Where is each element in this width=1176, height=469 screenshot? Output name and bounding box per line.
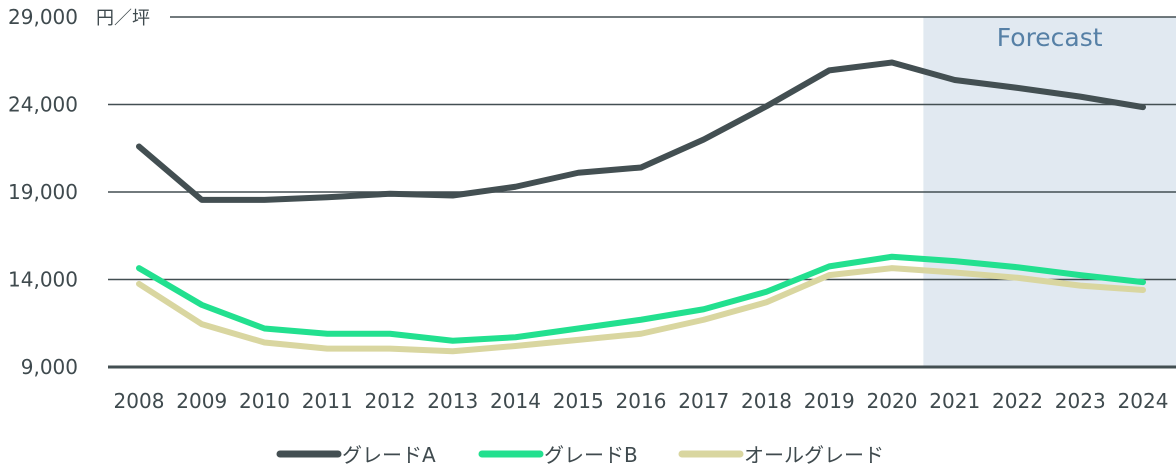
- x-tick-label: 2021: [929, 389, 980, 413]
- y-tick-label: 29,000: [8, 5, 78, 29]
- legend-label: オールグレード: [744, 443, 884, 467]
- x-tick-label: 2018: [741, 389, 792, 413]
- x-tick-label: 2019: [804, 389, 855, 413]
- legend-item: オールグレード: [678, 443, 884, 467]
- x-tick-label: 2020: [867, 389, 918, 413]
- legend-item: グレードB: [478, 443, 638, 467]
- legend-label: グレードB: [544, 443, 638, 467]
- unit-label: 円／坪: [96, 8, 150, 29]
- legend-label: グレードA: [342, 443, 436, 467]
- x-tick-label: 2024: [1118, 389, 1169, 413]
- y-tick-label: 14,000: [8, 268, 78, 292]
- x-tick-label: 2009: [176, 389, 227, 413]
- x-tick-label: 2014: [490, 389, 541, 413]
- series-line: [136, 253, 1146, 344]
- x-tick-label: 2016: [616, 389, 667, 413]
- x-tick-label: 2013: [427, 389, 478, 413]
- x-tick-label: 2023: [1055, 389, 1106, 413]
- series-line: [136, 265, 1146, 355]
- series-line: [136, 59, 1146, 203]
- y-tick-label: 9,000: [21, 355, 78, 379]
- legend-item: グレードA: [276, 443, 436, 467]
- x-tick-label: 2008: [114, 389, 165, 413]
- y-tick-label: 19,000: [8, 180, 78, 204]
- x-tick-label: 2017: [678, 389, 729, 413]
- x-tick-label: 2022: [992, 389, 1043, 413]
- y-tick-label: 24,000: [8, 93, 78, 117]
- forecast-label: Forecast: [997, 23, 1103, 52]
- x-tick-label: 2010: [239, 389, 290, 413]
- x-tick-label: 2011: [302, 389, 353, 413]
- x-tick-label: 2012: [365, 389, 416, 413]
- x-tick-label: 2015: [553, 389, 604, 413]
